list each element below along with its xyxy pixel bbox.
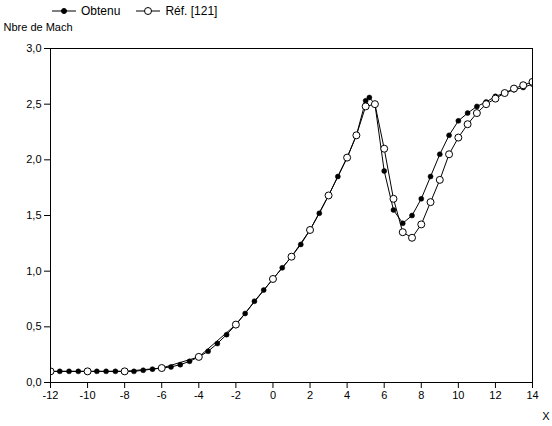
svg-text:0,0: 0,0 bbox=[26, 376, 41, 388]
svg-text:14: 14 bbox=[526, 389, 538, 401]
svg-text:2: 2 bbox=[307, 389, 313, 401]
svg-text:X: X bbox=[542, 410, 550, 422]
svg-text:-12: -12 bbox=[43, 389, 59, 401]
svg-text:-4: -4 bbox=[194, 389, 204, 401]
svg-text:4: 4 bbox=[344, 389, 350, 401]
svg-text:12: 12 bbox=[489, 389, 501, 401]
svg-text:-2: -2 bbox=[231, 389, 241, 401]
svg-text:-10: -10 bbox=[80, 389, 96, 401]
svg-text:2,5: 2,5 bbox=[26, 98, 41, 110]
svg-text:Nbre de Mach: Nbre de Mach bbox=[4, 21, 73, 33]
svg-text:2,0: 2,0 bbox=[26, 153, 41, 165]
svg-text:3,0: 3,0 bbox=[26, 42, 41, 54]
svg-text:-8: -8 bbox=[120, 389, 130, 401]
svg-text:-6: -6 bbox=[157, 389, 167, 401]
svg-text:10: 10 bbox=[452, 389, 464, 401]
svg-text:1,5: 1,5 bbox=[26, 209, 41, 221]
svg-text:6: 6 bbox=[381, 389, 387, 401]
svg-text:0,5: 0,5 bbox=[26, 320, 41, 332]
html-text:Obtenu: Obtenu bbox=[81, 4, 121, 18]
svg-text:1,0: 1,0 bbox=[26, 265, 41, 277]
svg-text:8: 8 bbox=[418, 389, 424, 401]
svg-text:0: 0 bbox=[270, 389, 276, 401]
html-text:Réf. [121]: Réf. [121] bbox=[165, 4, 218, 18]
